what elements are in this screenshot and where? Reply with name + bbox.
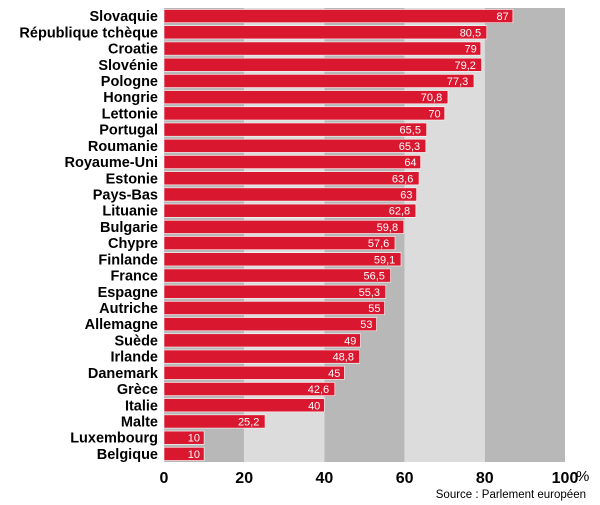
bar [163,268,391,283]
category-label: Roumanie [88,139,158,155]
bar [163,74,475,88]
bar [163,41,482,56]
x-tick-label: 0 [160,470,169,487]
category-label: Croatie [108,42,158,58]
bar [163,106,446,121]
value-label: 56,5 [363,271,384,283]
category-label: Luxembourg [70,431,158,447]
value-label: 63 [400,189,412,201]
bar [163,333,361,348]
value-label: 40 [308,400,320,412]
value-label: 53 [360,319,372,331]
bar [163,90,449,105]
bar [163,219,405,234]
x-tick-label: 20 [235,470,253,487]
bar [163,365,345,380]
category-label: Hongrie [103,90,158,106]
value-label: 55 [368,303,380,315]
bar [163,284,387,299]
value-label: 45 [328,368,340,380]
value-label: 62,8 [389,206,410,218]
category-label: Espagne [98,285,158,301]
source-note: Source : Parlement européen [435,489,586,501]
category-label: Belgique [97,447,158,463]
value-label: 65,3 [399,141,420,153]
category-label: Chypre [108,236,158,252]
value-label: 25,2 [238,416,259,428]
category-label: Allemagne [85,317,158,333]
bar [163,138,427,153]
value-label: 59,1 [374,254,395,266]
category-label: France [110,269,158,285]
category-label: Danemark [88,366,159,382]
x-axis-ticks: 0 20 40 60 80 100 [160,470,579,487]
bar [163,155,421,169]
value-label: 64 [404,157,416,169]
category-label: Lettonie [102,106,158,122]
value-label: 55,3 [359,287,380,299]
category-label: Pologne [101,74,158,90]
value-label: 63,6 [392,173,413,185]
value-label: 79,2 [454,60,475,72]
bar [163,301,385,315]
category-label: Irlande [110,350,158,366]
category-label: Bulgarie [100,220,158,236]
bar [163,252,402,267]
value-label: 87 [497,11,509,23]
value-label: 65,5 [400,125,421,137]
bar [163,25,488,40]
bar [163,382,336,396]
x-tick-label: 100 [552,470,579,487]
band-80-100 [484,8,565,462]
category-label: Lituanie [102,204,158,220]
bar [163,9,514,24]
bar [163,349,360,364]
bar [163,430,205,445]
unit-label: % [576,468,590,485]
category-label: Slovénie [98,58,158,74]
value-label: 70 [428,108,440,120]
category-label: Finlande [98,252,158,268]
bar [163,317,377,332]
value-label: 10 [188,433,200,445]
bar [163,446,205,461]
category-label: République tchèque [19,25,158,41]
value-label: 70,8 [421,92,442,104]
bars [163,9,514,461]
bar [163,57,482,72]
bar [163,187,417,202]
value-label: 79 [464,44,476,56]
bar [163,122,427,137]
bar [163,171,420,186]
category-label: Grèce [117,382,158,398]
value-label: 77,3 [447,76,468,88]
category-label: Estonie [106,171,158,187]
bar [163,203,417,218]
bar [163,398,325,413]
category-label: Pays-Bas [93,187,158,203]
category-label: Italie [125,398,158,414]
x-tick-label: 80 [476,470,494,487]
category-label: Suède [114,333,158,349]
value-label: 42,6 [308,384,329,396]
bar [163,414,266,429]
x-tick-label: 60 [396,470,414,487]
value-label: 10 [188,449,200,461]
value-label: 57,6 [368,238,389,250]
category-label: Malte [121,414,158,430]
value-label: 80,5 [460,27,481,39]
category-label: Portugal [99,123,158,139]
value-label: 48,8 [333,352,354,364]
x-tick-label: 40 [316,470,334,487]
category-label: Autriche [99,301,158,317]
value-labels: 87 80,5 79 79,2 77,3 70,8 70 65,5 65,3 64 63,6 63 62… [188,11,509,461]
category-label: Royaume-Uni [65,155,158,171]
bar [163,236,396,251]
value-label: 59,8 [377,222,398,234]
category-label: Slovaquie [90,9,159,25]
value-label: 49 [344,335,356,347]
